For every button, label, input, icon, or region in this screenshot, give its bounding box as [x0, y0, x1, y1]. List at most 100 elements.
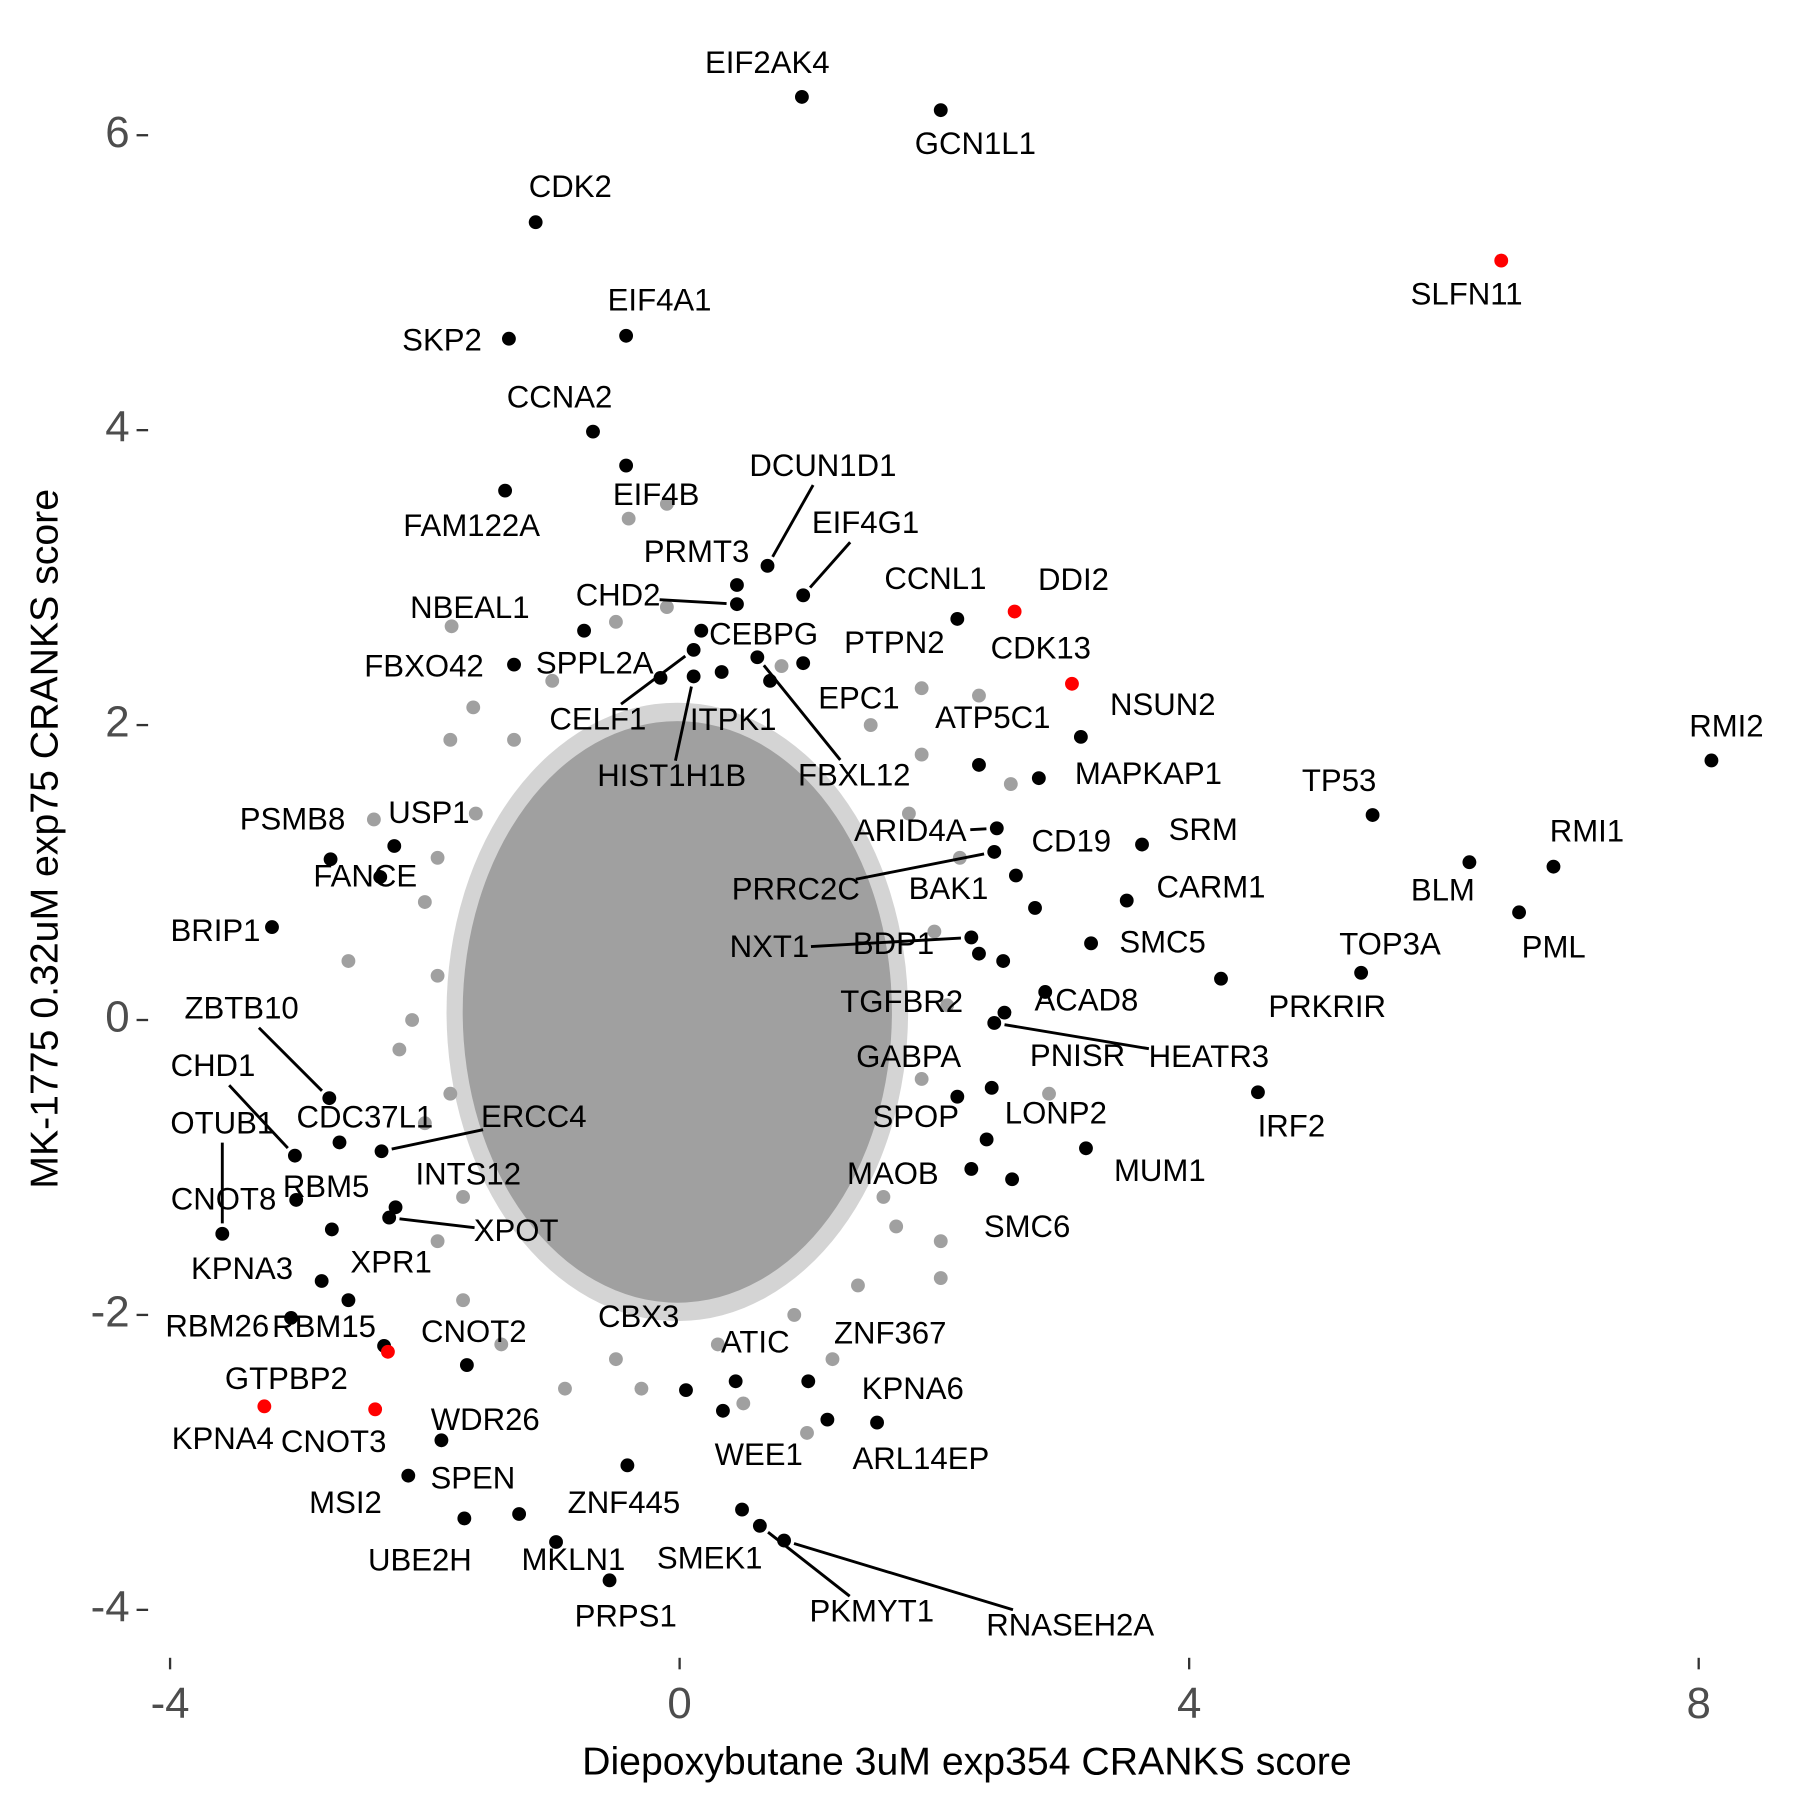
point [987, 844, 1002, 859]
point [577, 623, 591, 638]
background-point [430, 850, 445, 865]
point [1008, 868, 1023, 883]
point [1462, 855, 1477, 870]
y-tick-label: -2 [91, 1288, 130, 1337]
point-label: XPR1 [350, 1245, 431, 1280]
background-point [933, 1234, 948, 1249]
point-label: CNOT8 [171, 1181, 277, 1216]
point-label: GABPA [856, 1039, 961, 1074]
point [549, 1535, 563, 1549]
point [1365, 808, 1380, 822]
point [380, 1344, 395, 1359]
point-label: CHD1 [171, 1048, 256, 1083]
leader-line [771, 484, 815, 558]
background-point [430, 968, 445, 983]
point [679, 1383, 693, 1398]
point [332, 1135, 347, 1150]
point [459, 1358, 474, 1372]
point [619, 458, 634, 473]
point [1031, 771, 1046, 786]
point-label: HIST1H1B [597, 758, 746, 793]
background-point [456, 1293, 470, 1308]
point-label: EPC1 [818, 681, 899, 716]
point [265, 920, 279, 935]
background-point [609, 1352, 623, 1367]
background-point [927, 924, 942, 939]
point-label: FANCE [313, 858, 417, 893]
point-label: OTUB1 [170, 1106, 274, 1141]
background-point [634, 1381, 649, 1396]
point [322, 1091, 337, 1106]
point [457, 1511, 472, 1526]
leader-line [970, 827, 987, 832]
point [257, 1399, 272, 1414]
point-label: NXT1 [730, 929, 810, 964]
background-point [1003, 777, 1018, 791]
background-point [417, 895, 432, 909]
point-label: BAK1 [909, 871, 989, 906]
background-point [825, 1352, 840, 1367]
point-label: ITPK1 [690, 702, 777, 737]
point-label: SMC5 [1119, 925, 1206, 960]
point-label: KPNA6 [862, 1371, 964, 1406]
point-label: CBX3 [598, 1299, 679, 1334]
point-label: MAPKAP1 [1075, 756, 1222, 791]
point-label: SPEN [430, 1461, 515, 1496]
point [324, 1222, 339, 1237]
point [1546, 859, 1561, 874]
point [602, 1573, 617, 1588]
point-label: KPNA3 [191, 1251, 293, 1286]
background-point [405, 1013, 420, 1027]
leader-line [659, 598, 727, 605]
point-label: ZNF367 [834, 1315, 947, 1350]
point-label: GCN1L1 [915, 126, 1036, 161]
point [619, 328, 634, 343]
point [730, 597, 744, 612]
point-label: UBE2H [368, 1543, 472, 1578]
background-point [609, 614, 623, 629]
point-label: XPOT [474, 1213, 559, 1248]
dense-cloud [462, 721, 892, 1303]
background-point [1042, 1086, 1056, 1101]
point-label: MAOB [847, 1156, 939, 1191]
point [972, 946, 986, 961]
point-label: ARID4A [854, 813, 967, 848]
point [716, 1403, 730, 1418]
point-label: PRKRIR [1268, 989, 1386, 1024]
background-point [468, 806, 483, 821]
background-point [443, 732, 458, 747]
point-label: ATIC [721, 1325, 790, 1360]
point [989, 821, 1004, 836]
point-label: CHD2 [576, 577, 661, 612]
point [1079, 1141, 1093, 1156]
point [498, 483, 513, 498]
point-label: ACAD8 [1034, 982, 1138, 1017]
background-point [621, 511, 636, 526]
point [289, 1192, 304, 1207]
point [1354, 965, 1369, 980]
point [373, 870, 388, 884]
point [1512, 905, 1527, 920]
point-label: CDK2 [529, 169, 612, 204]
point-label: ARL14EP [853, 1441, 990, 1476]
point [434, 1433, 449, 1448]
point [979, 1132, 994, 1147]
point-label: SRM [1169, 812, 1238, 847]
background-point [914, 747, 929, 762]
background-point [417, 1116, 432, 1131]
point [950, 611, 965, 626]
point-label: CD19 [1031, 823, 1111, 858]
point [964, 930, 979, 945]
point [1494, 253, 1509, 268]
point [1038, 985, 1053, 999]
background-point [851, 1278, 865, 1293]
point [728, 1374, 743, 1389]
point [760, 558, 775, 573]
point-label: RNASEH2A [986, 1607, 1154, 1642]
point-label: CDK13 [991, 631, 1091, 666]
point-label: SMC6 [984, 1209, 1071, 1244]
point [1119, 893, 1134, 908]
background-point [940, 998, 955, 1013]
point-label: DCUN1D1 [749, 448, 896, 483]
point-label: CEBPG [709, 617, 818, 652]
